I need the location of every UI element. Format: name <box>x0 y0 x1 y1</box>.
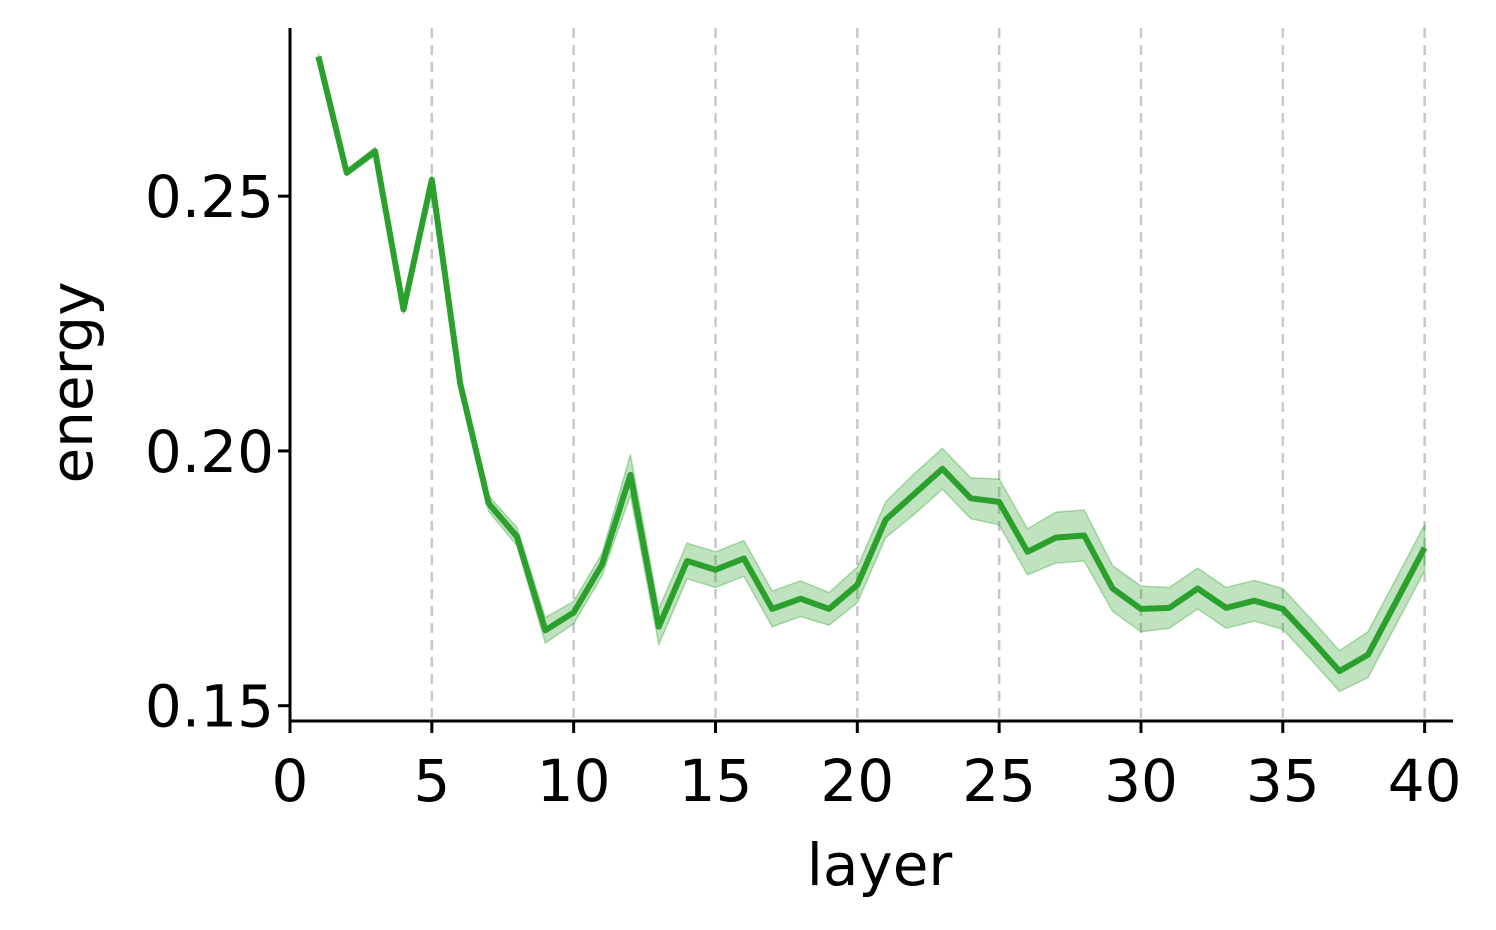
x-tick-label-25: 25 <box>962 747 1036 815</box>
x-axis-ticks: 0 5 10 15 20 25 30 35 40 <box>272 721 1462 815</box>
series-line-layer <box>315 55 1428 675</box>
confidence-band-0 <box>317 53 1426 693</box>
x-tick-label-15: 15 <box>679 747 753 815</box>
x-tick-label-5: 5 <box>413 747 450 815</box>
y-tick-label-1: 0.20 <box>145 418 274 486</box>
x-tick-label-0: 0 <box>272 747 309 815</box>
x-axis-label: layer <box>807 831 953 899</box>
y-tick-label-0: 0.15 <box>145 673 274 741</box>
x-tick-label-35: 35 <box>1246 747 1320 815</box>
x-tick-label-30: 30 <box>1104 747 1178 815</box>
x-tick-label-10: 10 <box>537 747 611 815</box>
confidence-band-layer <box>317 53 1426 693</box>
x-tick-label-40: 40 <box>1388 747 1462 815</box>
series-line-0 <box>315 55 1428 675</box>
x-tick-label-20: 20 <box>820 747 894 815</box>
y-axis-ticks: 0.15 0.20 0.25 <box>145 163 290 741</box>
axes <box>288 28 1453 723</box>
y-tick-label-2: 0.25 <box>145 163 274 231</box>
y-axis-label: energy <box>38 281 106 483</box>
gridlines <box>430 28 1426 721</box>
